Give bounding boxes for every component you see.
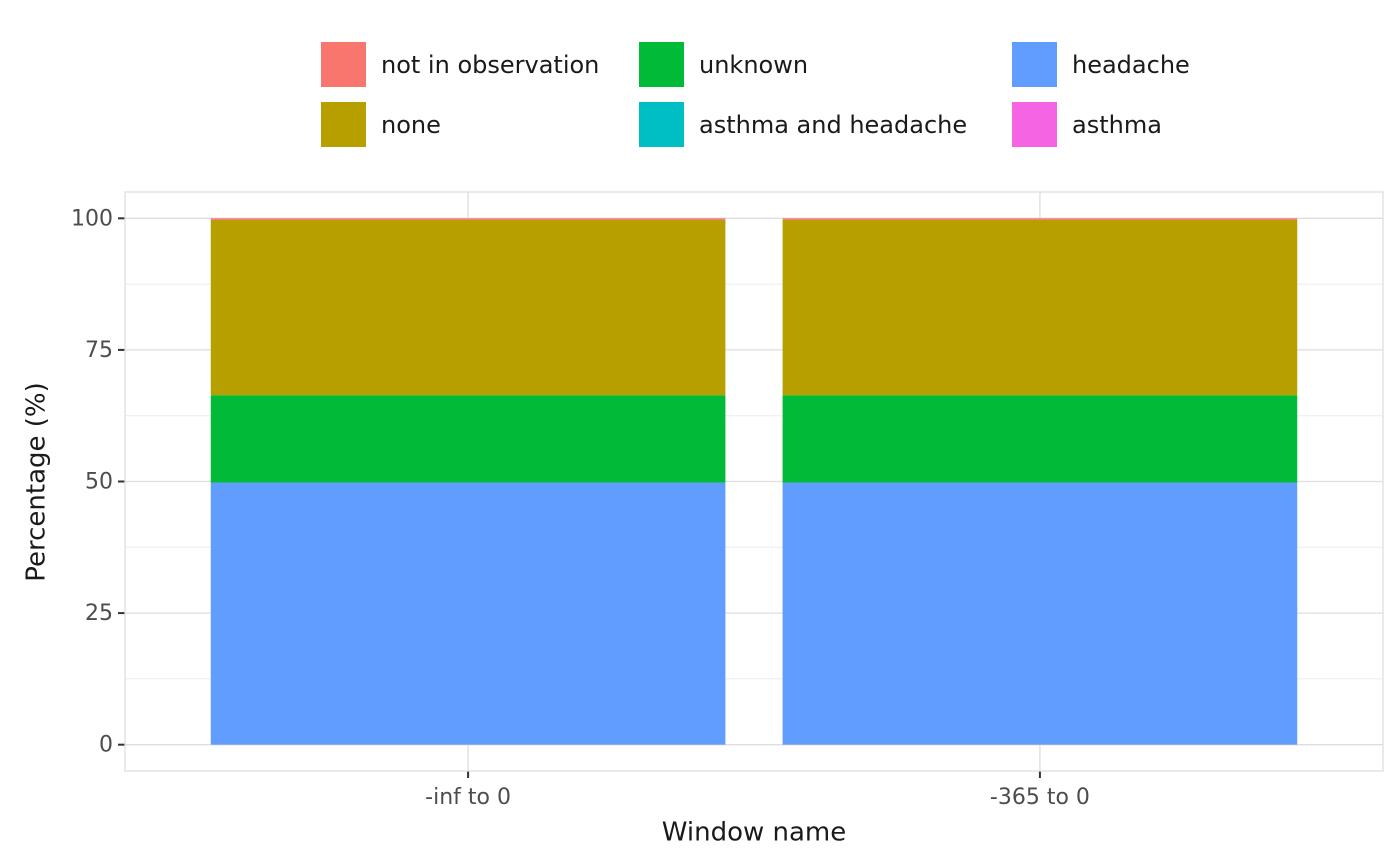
legend-key bbox=[321, 102, 366, 147]
y-tick-label: 0 bbox=[99, 733, 113, 758]
legend-label: asthma bbox=[1072, 111, 1162, 139]
legend-key bbox=[639, 42, 684, 87]
y-axis-title: Percentage (%) bbox=[22, 382, 52, 582]
bar-segment bbox=[782, 219, 1298, 396]
legend-label: unknown bbox=[699, 51, 808, 79]
legend-label: headache bbox=[1072, 51, 1190, 79]
bar-segment bbox=[782, 395, 1298, 483]
bar-segment bbox=[782, 218, 1298, 220]
y-tick-label: 100 bbox=[71, 206, 113, 231]
panel-border bbox=[124, 191, 1384, 772]
bar-segment bbox=[210, 395, 726, 483]
bar-segment bbox=[210, 482, 726, 745]
legend-key bbox=[1012, 42, 1057, 87]
x-axis-title: Window name bbox=[662, 818, 847, 848]
legend-label: asthma and headache bbox=[699, 111, 967, 139]
bar-segment bbox=[210, 219, 726, 396]
legend-label: none bbox=[381, 111, 441, 139]
x-tick-label: -inf to 0 bbox=[425, 785, 511, 810]
legend-key bbox=[321, 42, 366, 87]
y-tick-label: 50 bbox=[85, 470, 113, 495]
legend-label: not in observation bbox=[381, 51, 599, 79]
bar-segment bbox=[782, 482, 1298, 745]
legend-key bbox=[639, 102, 684, 147]
y-tick-label: 75 bbox=[85, 338, 113, 363]
x-tick-label: -365 to 0 bbox=[990, 785, 1090, 810]
legend-key bbox=[1012, 102, 1057, 147]
bar-segment bbox=[210, 218, 726, 220]
y-tick-label: 25 bbox=[85, 601, 113, 626]
